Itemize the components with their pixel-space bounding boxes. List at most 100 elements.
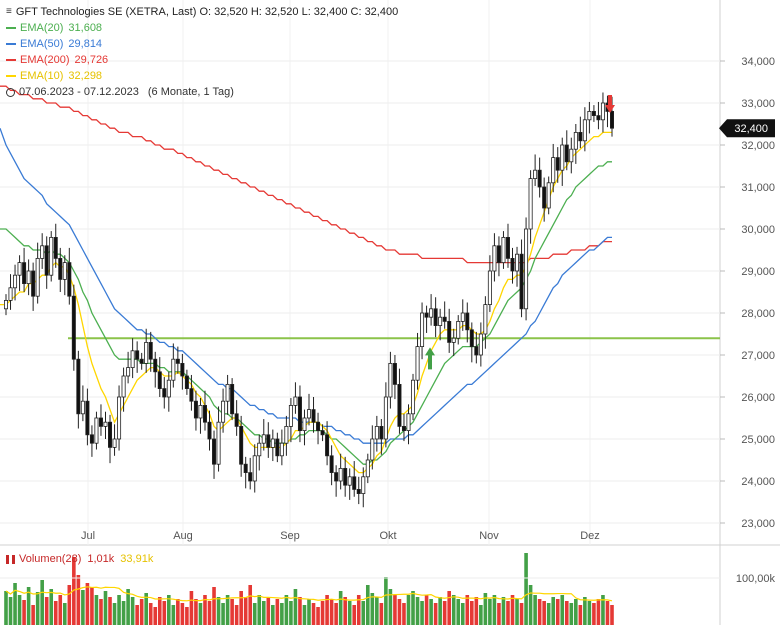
candle-body — [202, 404, 207, 423]
volume-bar — [216, 597, 221, 625]
volume-bar — [53, 601, 58, 625]
candle-body — [212, 438, 217, 465]
candle-body — [49, 236, 54, 276]
candle-body — [108, 421, 113, 448]
volume-bar — [117, 595, 121, 625]
y-tick-label: 32,000 — [741, 140, 775, 152]
candle-body — [40, 245, 45, 259]
candle-body — [31, 270, 36, 297]
price-axis: 34,000 33,000 32,000 31,000 30,000 29,000 28,0… — [719, 56, 775, 530]
volume-bar — [356, 595, 361, 625]
volume-bar — [22, 600, 26, 625]
legend-ema200[interactable]: EMA(200) 29,726 — [6, 52, 398, 68]
ema50-label: EMA(50) — [20, 38, 64, 50]
candles — [4, 92, 615, 508]
candle-body — [456, 320, 461, 339]
volume-bar — [284, 595, 289, 625]
ema50-value: 29,814 — [68, 38, 103, 50]
volume-bars-icon — [6, 554, 15, 564]
candle-body — [406, 413, 411, 431]
candle-body — [311, 409, 316, 423]
candle-body — [483, 304, 488, 335]
x-tick-label: Aug — [173, 530, 193, 542]
x-tick-label: Sep — [280, 530, 300, 542]
volume-bar — [307, 599, 311, 625]
volume-bar — [442, 601, 447, 625]
candle-body — [487, 270, 492, 305]
candle-body — [496, 245, 501, 264]
y-tick-label: 26,000 — [741, 392, 775, 404]
candle-body — [610, 111, 615, 129]
volume-bar — [26, 587, 31, 625]
title-icon: ≡ — [6, 6, 12, 17]
candle-body — [352, 476, 357, 490]
candle-body — [221, 400, 226, 423]
volume-bar — [501, 597, 506, 625]
volume-bar — [334, 603, 338, 625]
y-tick-label: 27,000 — [741, 350, 775, 362]
volume-bar — [605, 601, 610, 625]
legend-ema20[interactable]: EMA(20) 31,608 — [6, 20, 398, 36]
volume-bar — [528, 585, 533, 625]
volume-bar — [302, 605, 307, 625]
candle-body — [248, 472, 253, 482]
candle-body — [519, 253, 524, 310]
volume-bar — [130, 597, 135, 625]
candle-body — [442, 316, 447, 322]
volume-bar — [81, 590, 85, 625]
volume-bar — [569, 603, 574, 625]
ema10-label: EMA(10) — [20, 70, 64, 82]
candle-body — [153, 358, 158, 373]
ema200-line — [0, 85, 612, 264]
candle-body — [546, 182, 551, 209]
candle-body — [4, 299, 9, 310]
legend-title-row: ≡ GFT Technologies SE (XETRA, Last) O: 3… — [6, 4, 398, 20]
candle-body — [130, 350, 135, 368]
candle-body — [596, 115, 601, 121]
volume-bar — [483, 593, 488, 625]
candle-body — [35, 257, 40, 297]
volume-bar — [506, 601, 510, 625]
volume-bar — [406, 595, 411, 625]
volume-bar — [497, 603, 501, 625]
volume-tick-label: 100,00k — [736, 573, 776, 585]
volume-bar — [542, 601, 546, 625]
volume-bar — [397, 599, 402, 625]
volume-bar — [433, 603, 438, 625]
volume-label: Volumen(28) — [19, 553, 82, 565]
volume-bar — [596, 599, 601, 625]
volume-bar — [456, 599, 461, 625]
candle-body — [144, 341, 149, 364]
last-price-label: 32,400 — [734, 123, 768, 135]
volume-bar — [365, 585, 370, 625]
candle-body — [365, 459, 370, 478]
volume-bar — [35, 592, 40, 625]
volume-bar — [103, 591, 108, 625]
ema200-swatch — [6, 59, 16, 61]
volume-bar — [271, 605, 275, 625]
candle-body — [17, 262, 22, 276]
volume-bar — [578, 605, 583, 625]
volume-bar — [524, 553, 528, 625]
volume-bar — [479, 605, 483, 625]
volume-bar — [574, 599, 578, 625]
volume-bar — [207, 601, 212, 625]
volume-bar — [420, 601, 424, 625]
candle-body — [275, 438, 280, 457]
y-tick-label: 25,000 — [741, 434, 775, 446]
volume-bar — [510, 595, 515, 625]
volume-bar — [248, 585, 253, 625]
volume-bar — [99, 599, 103, 625]
candle-body — [148, 341, 153, 360]
volume-bar — [465, 595, 470, 625]
candle-body — [564, 144, 569, 163]
volume-bar — [438, 597, 442, 625]
legend-ema50[interactable]: EMA(50) 29,814 — [6, 36, 398, 52]
volume-bar — [40, 580, 44, 625]
volume-bar — [135, 605, 139, 625]
candle-body — [370, 438, 375, 461]
legend-ema10[interactable]: EMA(10) 32,298 — [6, 68, 398, 84]
volume-bar — [203, 595, 207, 625]
candle-body — [126, 367, 131, 377]
